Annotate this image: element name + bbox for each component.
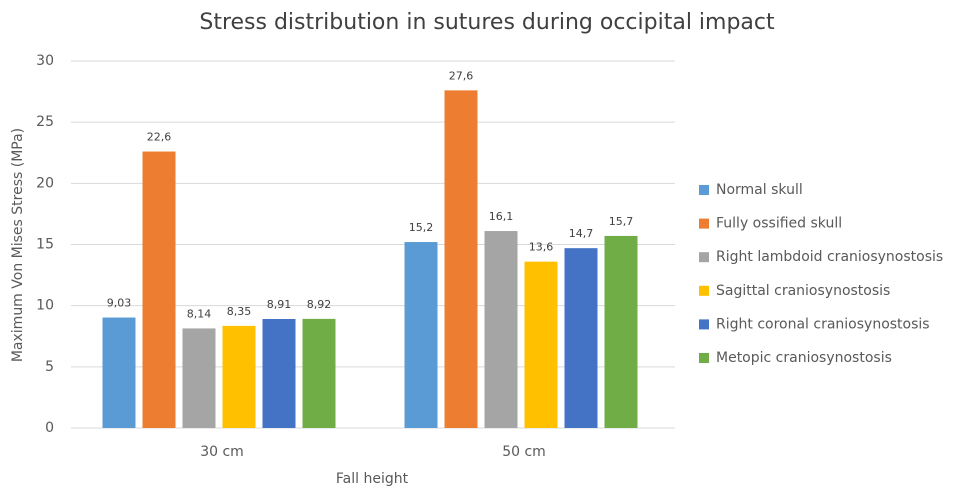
y-tick-label: 10: [36, 298, 54, 314]
x-tick-label: 30 cm: [200, 444, 244, 460]
bar: [222, 325, 256, 428]
legend-label: Normal skull: [716, 182, 803, 198]
value-label: 22,6: [147, 131, 172, 144]
value-label: 9,03: [107, 297, 132, 310]
x-axis-label: Fall height: [336, 471, 409, 487]
legend-swatch: [699, 285, 709, 296]
value-label: 15,2: [409, 221, 434, 234]
chart-title: Stress distribution in sutures during oc…: [199, 10, 775, 35]
x-tick-label: 50 cm: [502, 444, 546, 460]
bar: [524, 261, 558, 428]
value-label: 16,1: [489, 210, 514, 223]
value-label: 27,6: [449, 69, 474, 82]
legend-swatch: [699, 319, 709, 330]
legend-label: Sagittal craniosynostosis: [716, 283, 890, 299]
y-tick-label: 30: [36, 53, 54, 69]
value-label: 8,92: [307, 298, 332, 311]
legend-label: Metopic craniosynostosis: [716, 350, 892, 366]
value-label: 13,6: [529, 241, 554, 254]
bar: [142, 151, 176, 428]
legend-label: Right lambdoid craniosynostosis: [716, 249, 943, 265]
bar: [564, 248, 598, 428]
legend-swatch: [699, 252, 709, 263]
value-label: 8,91: [267, 298, 292, 311]
legend-swatch: [699, 353, 709, 363]
value-label: 14,7: [569, 227, 594, 240]
y-axis-label: Maximum Von Mises Stress (MPa): [10, 128, 26, 362]
legend-swatch: [699, 185, 709, 195]
value-label: 15,7: [609, 215, 634, 228]
y-tick-label: 0: [45, 420, 54, 436]
bar: [484, 231, 518, 428]
legend-label: Fully ossified skull: [716, 216, 842, 232]
bar: [404, 242, 438, 428]
y-tick-label: 20: [36, 175, 54, 191]
bar: [262, 319, 296, 428]
bar: [302, 318, 336, 428]
bar: [182, 328, 216, 428]
legend-label: Right coronal craniosynostosis: [716, 316, 930, 332]
value-label: 8,35: [227, 305, 252, 318]
bar: [102, 317, 136, 428]
legend-swatch: [699, 218, 709, 229]
y-tick-label: 25: [36, 114, 54, 130]
y-tick-label: 5: [45, 359, 54, 375]
y-tick-label: 15: [36, 237, 54, 253]
value-label: 8,14: [187, 307, 212, 320]
bar: [604, 235, 638, 428]
bar: [444, 90, 478, 429]
